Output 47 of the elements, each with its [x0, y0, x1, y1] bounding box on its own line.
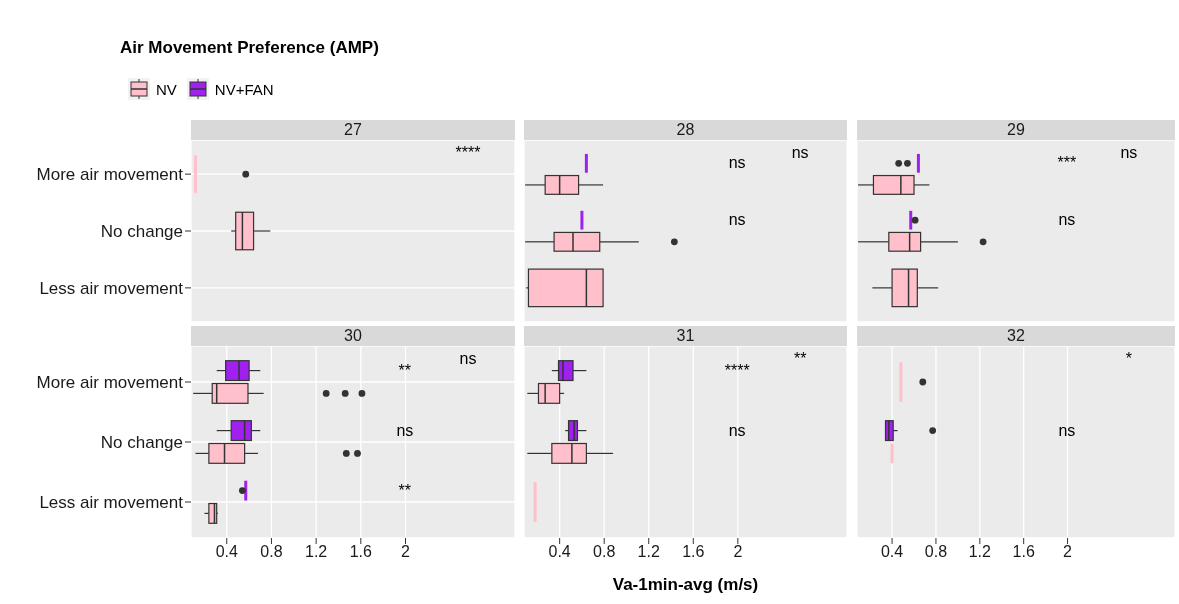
annotation: ****	[454, 144, 482, 162]
annotation: ns	[1057, 211, 1077, 229]
x-tick-label: 0.4	[215, 543, 238, 561]
annotation: ns	[727, 422, 747, 440]
chart-title: 32	[857, 326, 1175, 346]
annotation: **	[397, 482, 413, 500]
annotation: ns	[458, 350, 478, 368]
y-tick-label: More air movement	[36, 165, 184, 185]
annotation: ****	[723, 362, 751, 380]
chart-title: 28	[524, 120, 847, 140]
x-tick-label: 1.2	[305, 543, 328, 561]
x-axis-title: Va-1min-avg (m/s)	[612, 575, 759, 594]
x-tick-label: 2	[1063, 543, 1073, 561]
annotation: ns	[1119, 144, 1139, 162]
x-tick-label: 1.6	[349, 543, 373, 561]
legend-label: NV+FAN	[214, 80, 274, 98]
legend-label: NV	[156, 80, 177, 98]
annotation: *	[1124, 350, 1133, 368]
annotation: ns	[1057, 422, 1077, 440]
chart-title: 31	[524, 326, 847, 346]
y-tick-label: No change	[100, 222, 183, 242]
chart-title: 27	[191, 120, 515, 140]
x-tick-label: 0.8	[593, 543, 616, 561]
x-tick-label: 1.2	[637, 543, 660, 561]
x-tick-label: 2	[733, 543, 743, 561]
x-tick-label: 1.6	[682, 543, 705, 561]
x-tick-label: 1.2	[968, 543, 992, 561]
y-tick-label: Less air movement	[39, 278, 184, 298]
y-tick-label: No change	[100, 433, 183, 453]
x-tick-label: 1.6	[1012, 543, 1035, 561]
annotation: **	[397, 362, 413, 380]
annotation: ***	[1056, 154, 1078, 173]
y-tick-label: Less air movement	[39, 493, 184, 513]
annotation: ns	[790, 144, 810, 162]
chart-title: 30	[191, 326, 515, 346]
chart-title: 29	[857, 120, 1175, 140]
x-tick-label: 0.8	[924, 543, 948, 561]
x-tick-label: 2	[401, 543, 411, 561]
x-tick-label: 0.4	[880, 543, 904, 561]
y-tick-label: More air movement	[36, 373, 184, 393]
annotation: ns	[727, 211, 747, 229]
x-tick-label: 0.8	[260, 543, 283, 561]
annotation: ns	[727, 154, 747, 173]
annotation: **	[792, 350, 808, 368]
x-tick-label: 0.4	[548, 543, 571, 561]
text: Air Movement Preference (AMP)	[120, 38, 379, 58]
annotation: ns	[395, 422, 415, 440]
